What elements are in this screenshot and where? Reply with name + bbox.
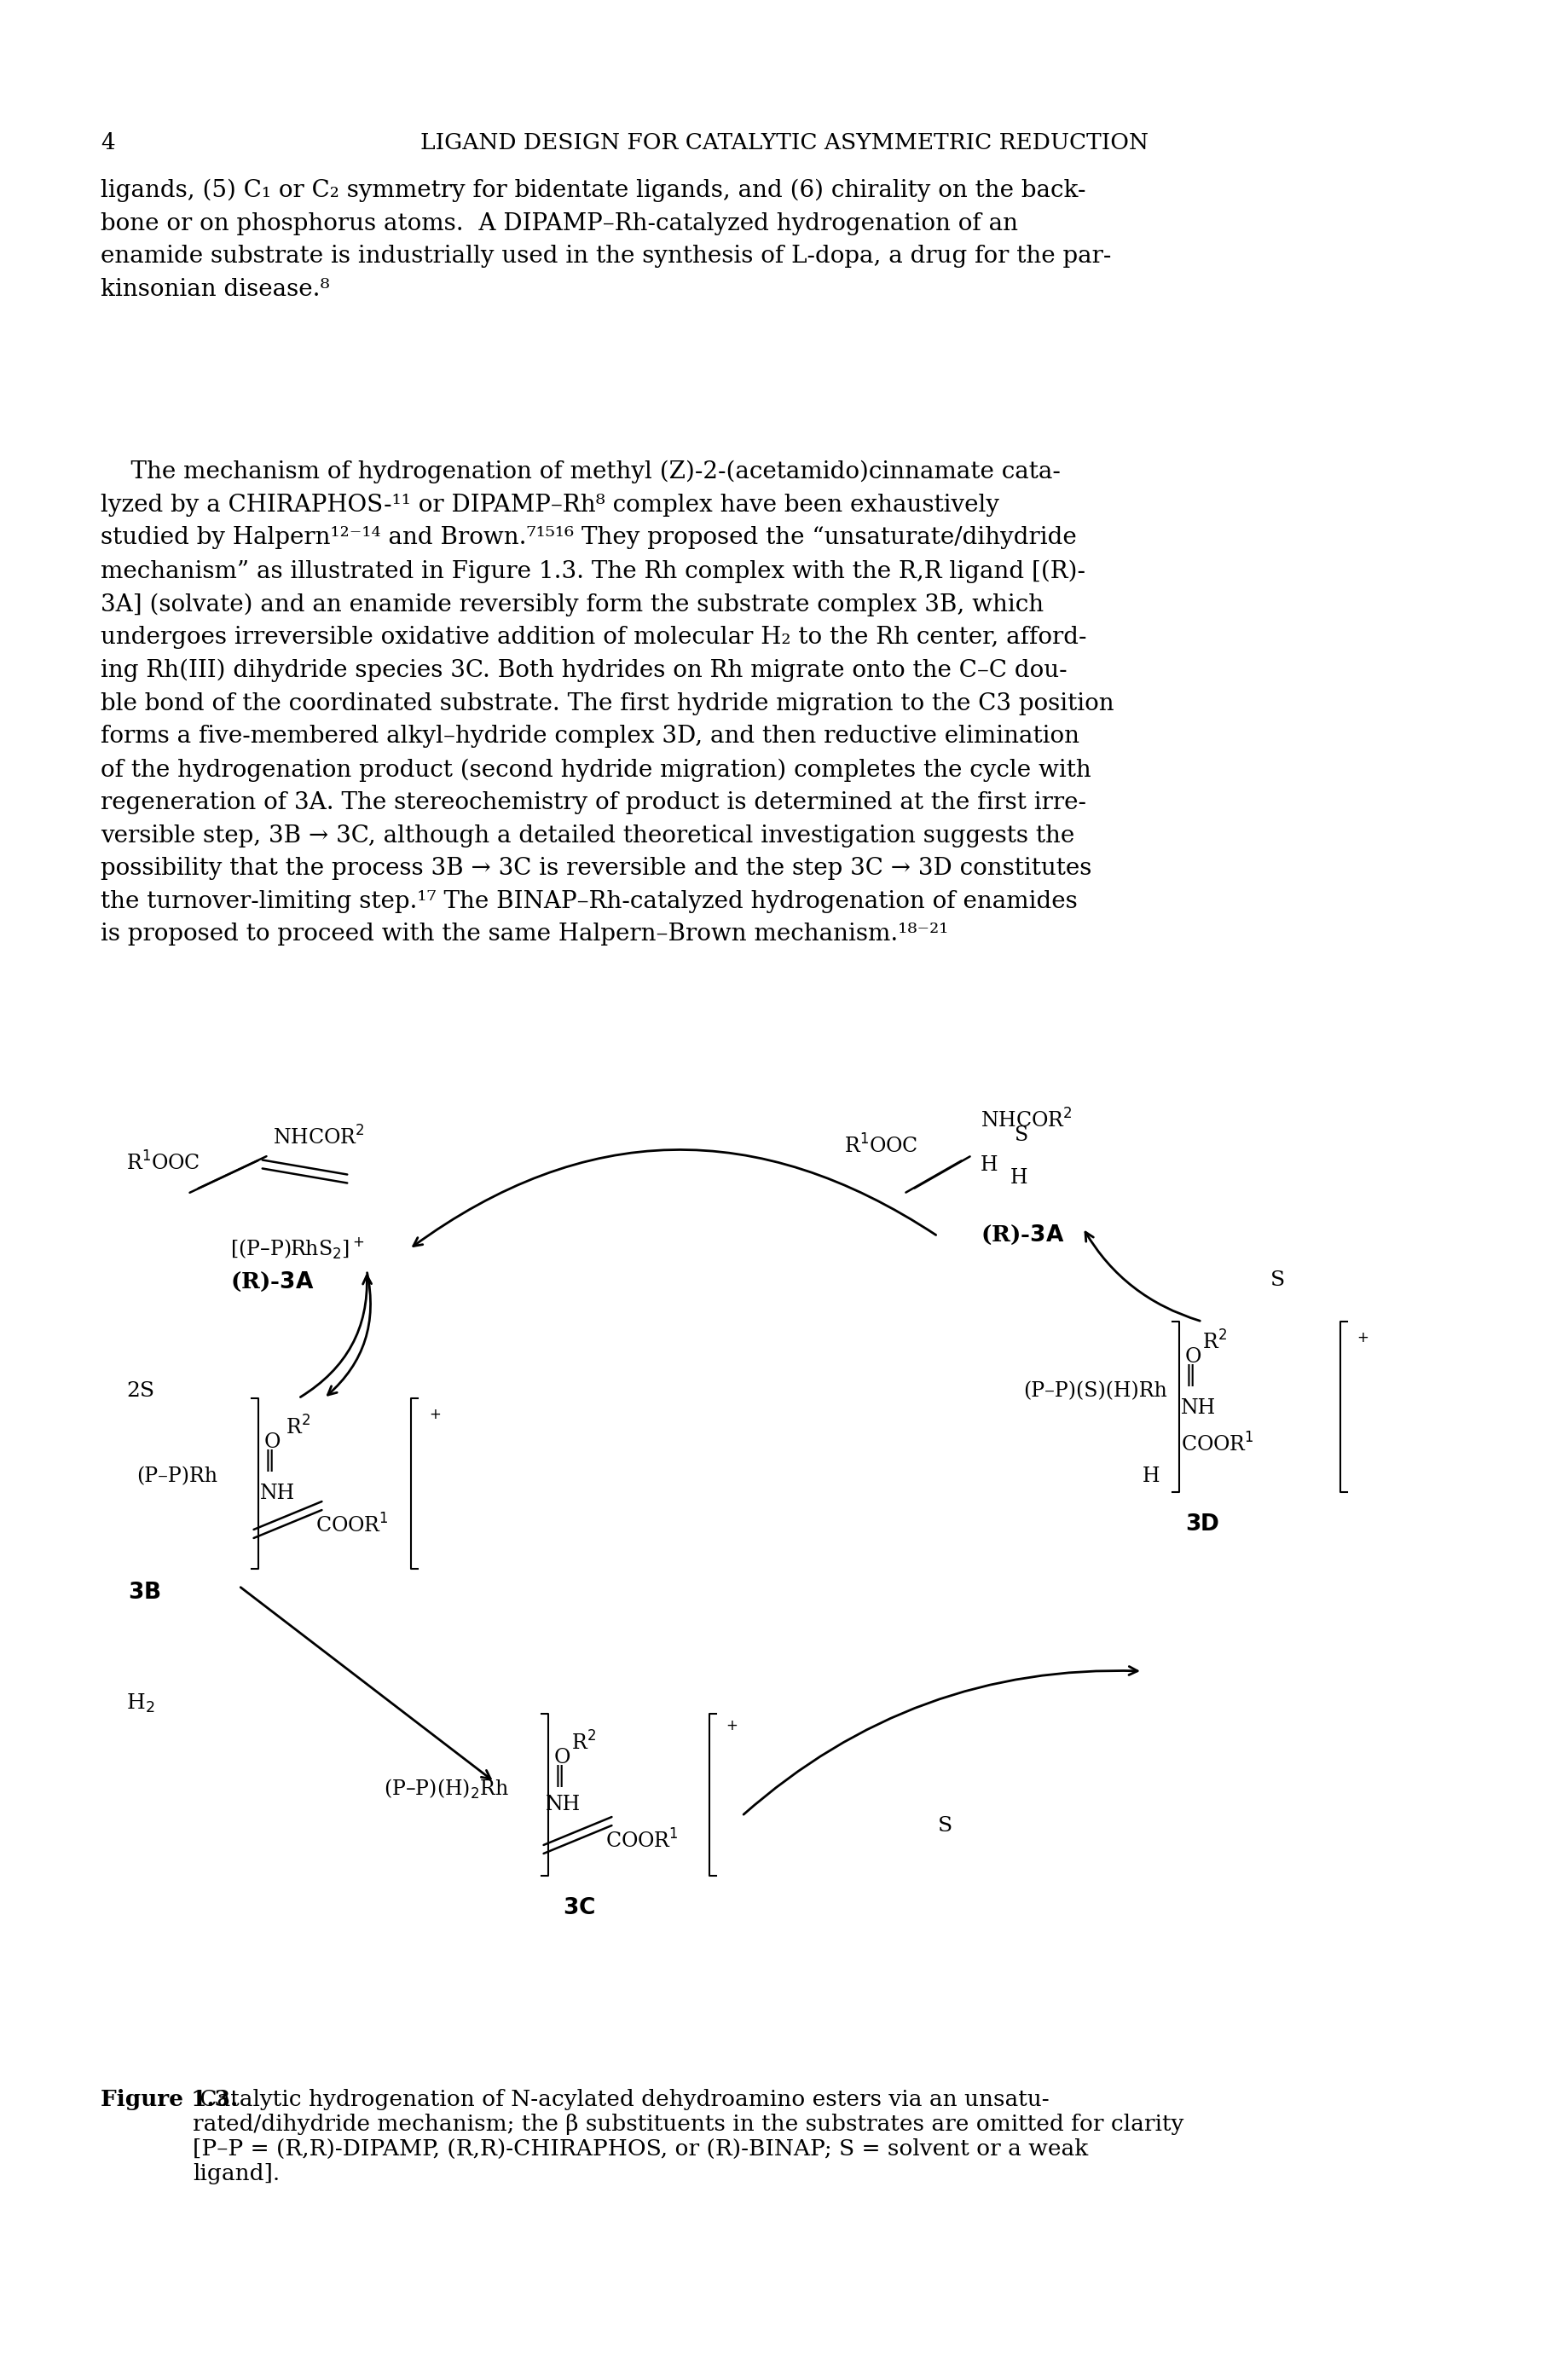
Text: NHCOR$^2$: NHCOR$^2$ bbox=[980, 1107, 1073, 1131]
Text: O: O bbox=[1185, 1346, 1201, 1368]
Text: COOR$^1$: COOR$^1$ bbox=[605, 1829, 679, 1853]
Text: S: S bbox=[938, 1817, 953, 1836]
Text: $^+$: $^+$ bbox=[1355, 1334, 1369, 1353]
Text: $^+$: $^+$ bbox=[723, 1722, 739, 1741]
Text: ‖: ‖ bbox=[1185, 1365, 1196, 1386]
Text: R$^2$: R$^2$ bbox=[285, 1415, 310, 1439]
Text: Figure 1.3.: Figure 1.3. bbox=[100, 2089, 238, 2110]
Text: NH: NH bbox=[1181, 1398, 1215, 1417]
Text: ‖: ‖ bbox=[265, 1450, 276, 1472]
Text: ‖: ‖ bbox=[554, 1765, 566, 1786]
Text: $\mathbf{3B}$: $\mathbf{3B}$ bbox=[129, 1580, 162, 1602]
Text: (P–P)(S)(H)Rh: (P–P)(S)(H)Rh bbox=[1024, 1382, 1167, 1401]
Text: O: O bbox=[554, 1748, 571, 1767]
Text: ligands, (5) C₁ or C₂ symmetry for bidentate ligands, and (6) chirality on the b: ligands, (5) C₁ or C₂ symmetry for biden… bbox=[100, 180, 1112, 300]
Text: [(P–P)RhS$_2$]$^+$: [(P–P)RhS$_2$]$^+$ bbox=[230, 1237, 364, 1261]
Text: $\mathbf{3D}$: $\mathbf{3D}$ bbox=[1185, 1514, 1220, 1536]
Text: Catalytic hydrogenation of N-acylated dehydroamino esters via an unsatu-
rated/d: Catalytic hydrogenation of N-acylated de… bbox=[193, 2089, 1184, 2184]
Text: R$^2$: R$^2$ bbox=[1203, 1330, 1226, 1353]
Text: $^+$: $^+$ bbox=[426, 1410, 441, 1431]
Text: H: H bbox=[980, 1155, 997, 1176]
Text: LIGAND DESIGN FOR CATALYTIC ASYMMETRIC REDUCTION: LIGAND DESIGN FOR CATALYTIC ASYMMETRIC R… bbox=[420, 132, 1148, 154]
Text: The mechanism of hydrogenation of methyl (Z)-2-(acetamido)cinnamate cata-
lyzed : The mechanism of hydrogenation of methyl… bbox=[100, 461, 1115, 946]
Text: NH: NH bbox=[546, 1796, 580, 1815]
Text: COOR$^1$: COOR$^1$ bbox=[315, 1514, 389, 1536]
Text: 2S: 2S bbox=[125, 1382, 154, 1401]
Text: COOR$^1$: COOR$^1$ bbox=[1181, 1431, 1254, 1455]
Text: O: O bbox=[265, 1431, 281, 1453]
Text: S: S bbox=[1270, 1271, 1286, 1289]
Text: R$^2$: R$^2$ bbox=[571, 1732, 596, 1753]
Text: S: S bbox=[1014, 1126, 1029, 1145]
Text: 4: 4 bbox=[100, 132, 114, 154]
Text: NH: NH bbox=[260, 1483, 295, 1502]
Text: H: H bbox=[1143, 1467, 1160, 1486]
Text: R$^1$OOC: R$^1$OOC bbox=[125, 1150, 201, 1174]
Text: (P–P)Rh: (P–P)Rh bbox=[136, 1467, 218, 1486]
Text: H$_2$: H$_2$ bbox=[125, 1692, 155, 1715]
Text: R$^1$OOC: R$^1$OOC bbox=[844, 1133, 917, 1157]
Text: H: H bbox=[1010, 1169, 1029, 1188]
Text: $\mathbf{3C}$: $\mathbf{3C}$ bbox=[563, 1898, 596, 1919]
Text: (R)-$\mathbf{3A}$: (R)-$\mathbf{3A}$ bbox=[230, 1271, 314, 1294]
Text: NHCOR$^2$: NHCOR$^2$ bbox=[273, 1126, 365, 1148]
Text: (P–P)(H)$_2$Rh: (P–P)(H)$_2$Rh bbox=[384, 1777, 510, 1801]
Text: (R)-$\mathbf{3A}$: (R)-$\mathbf{3A}$ bbox=[980, 1223, 1065, 1247]
